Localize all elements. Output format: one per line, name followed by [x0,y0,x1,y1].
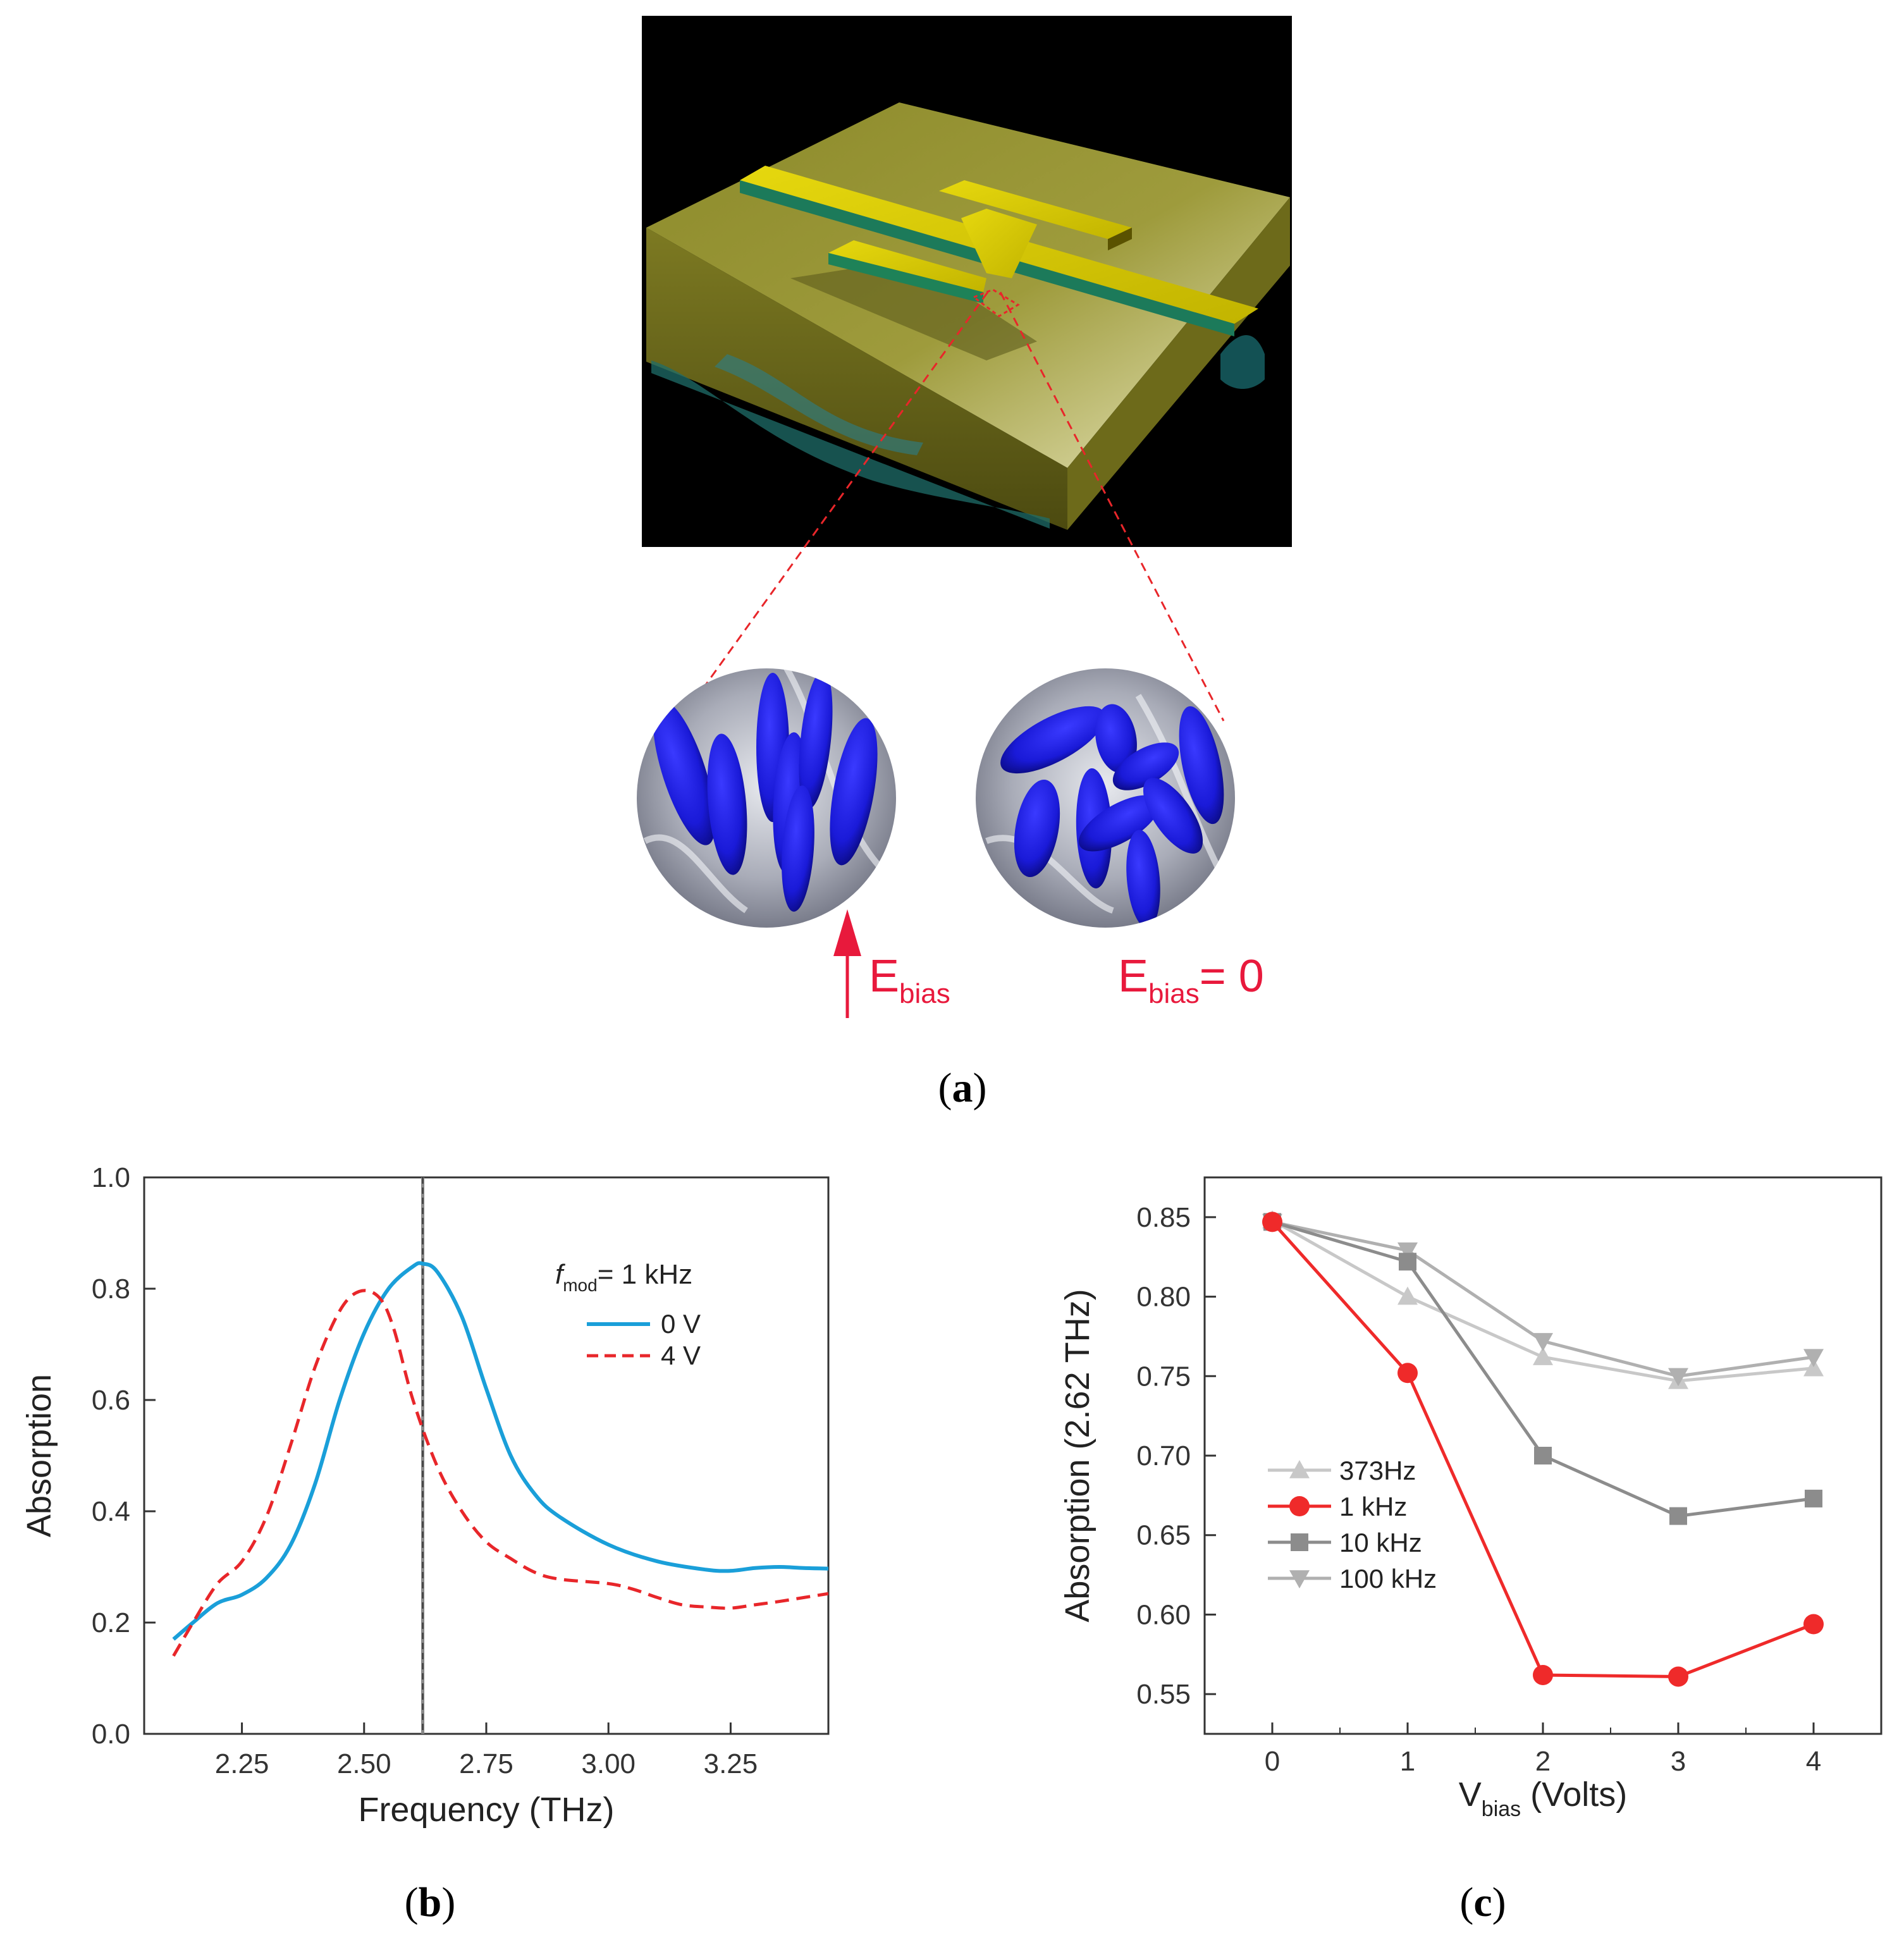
ellipsoid [1095,704,1137,773]
data-point-10khz [1669,1507,1687,1525]
data-point-373hz [1533,1347,1553,1365]
ellipsoid [799,670,833,809]
data-point-100khz [1668,1368,1688,1387]
field-pattern-left-inner [715,354,923,455]
legend-marker-10khz [1291,1533,1308,1551]
ellipsoid [707,734,747,875]
y-tick-label-b: 0.0 [92,1719,130,1750]
patch-crossbar [828,240,986,292]
caption-c: (c) [1459,1879,1506,1925]
y-tick-label-b: 0.4 [92,1496,130,1527]
legend-label-4v: 4 V [661,1341,701,1370]
y-tick-label-c: 0.60 [1136,1599,1191,1630]
data-point-100khz [1803,1349,1824,1368]
patch-shadow [790,259,1037,360]
x-tick-label-c: 4 [1806,1746,1821,1777]
x-axis-title-b: Frequency (THz) [358,1791,614,1829]
ellipsoid [830,718,878,866]
data-point-10khz [1805,1489,1822,1507]
y-tick-label-b: 0.8 [92,1274,130,1305]
legend-label-373hz: 373Hz [1339,1456,1416,1485]
ellipsoid [782,785,814,912]
legend-marker-373hz [1289,1460,1310,1478]
data-point-1khz [1803,1614,1824,1635]
absorption-spectrum-chart: 2.25 2.50 2.75 3.00 3.25 0.0 0.2 0.4 0.6 0.8 1.0 f… [20,1162,830,1829]
y-tick-label-c: 0.85 [1136,1202,1191,1233]
patch-arm-side [1108,228,1132,250]
data-point-10khz [1399,1253,1416,1271]
data-point-100khz [1533,1333,1553,1351]
x-tick-label-b: 3.00 [581,1748,636,1779]
caption-a: (a) [938,1065,987,1111]
device-illustration [642,16,1292,547]
y-tick-label-b: 0.2 [92,1607,130,1638]
random-ellipsoids-bubble [976,668,1235,928]
x-tick-label-c: 1 [1400,1746,1415,1777]
x-tick-label-b: 3.25 [704,1748,758,1779]
caption-b: (b) [405,1879,456,1925]
y-tick-label-c: 0.70 [1136,1440,1191,1471]
bias-arrow [833,909,861,1018]
legend-label-100khz: 100 kHz [1339,1564,1437,1593]
data-point-1khz [1668,1666,1688,1687]
y-tick-label-c: 0.65 [1136,1520,1191,1551]
legend-marker-1khz [1289,1496,1310,1516]
data-point-1khz [1533,1664,1553,1685]
ellipsoid [1000,706,1105,774]
field-pattern-left [651,360,1050,529]
data-point-10khz [1534,1447,1552,1464]
absorption-vs-bias-chart: 0 1 2 3 4 0.55 0.60 0.65 0.70 0.75 0.80 0.85 373Hz 1… [1059,1176,1883,1821]
x-axis-title-c: Vbias (Volts) [1459,1776,1627,1821]
substrate-side-left [646,228,1067,530]
ellipsoid [653,700,716,845]
legend-label-1khz: 1 kHz [1339,1492,1407,1521]
data-point-373hz [1397,1286,1418,1305]
substrate-side-right [1067,197,1290,530]
legend-marker-100khz [1289,1570,1310,1588]
ellipsoid [1078,795,1160,852]
series-line-4v [172,1289,828,1657]
arrow-head [833,909,861,956]
e-bias-label: Ebias [869,951,950,1009]
x-tick-label-b: 2.25 [215,1748,269,1779]
x-tick-label-c: 0 [1265,1746,1280,1777]
data-point-1khz [1262,1212,1282,1232]
ellipsoid [1179,706,1224,825]
y-tick-label-c: 0.55 [1136,1679,1191,1710]
ellipsoid [1112,742,1179,790]
x-tick-label-c: 2 [1535,1746,1551,1777]
x-tick-label-c: 3 [1671,1746,1686,1777]
y-tick-label-c: 0.75 [1136,1361,1191,1392]
zoom-line-right [999,292,1225,721]
y-axis-title-c: Absorption (2.62 THz) [1059,1289,1096,1622]
field-pattern-right [1220,335,1265,389]
y-tick-label-c: 0.80 [1136,1282,1191,1313]
zoom-line-left [679,292,989,721]
data-point-1khz [1397,1363,1418,1384]
ellipsoid [1014,779,1060,878]
x-tick-label-b: 2.75 [459,1748,513,1779]
legend-label-0v: 0 V [661,1309,701,1339]
zoom-marker [971,288,1020,317]
ellipsoid [1126,830,1160,928]
data-point-100khz [1397,1242,1418,1261]
y-tick-label-b: 0.6 [92,1385,130,1416]
ellipsoid [1143,778,1203,854]
e-bias-zero-label: Ebias= 0 [1118,951,1264,1009]
plot-frame-b [143,1176,830,1735]
y-axis-title-b: Absorption [20,1374,58,1537]
patch-side [828,253,983,304]
legend-label-10khz: 10 kHz [1339,1528,1422,1557]
series-line-0v [172,1261,828,1641]
y-tick-label-b: 1.0 [92,1162,130,1193]
legend-title-b: fmod= 1 kHz [555,1259,692,1295]
x-tick-label-b: 2.50 [337,1748,391,1779]
patch-top-arm [939,180,1132,239]
patch-stem [961,209,1037,278]
aligned-ellipsoids-bubble [637,668,896,928]
